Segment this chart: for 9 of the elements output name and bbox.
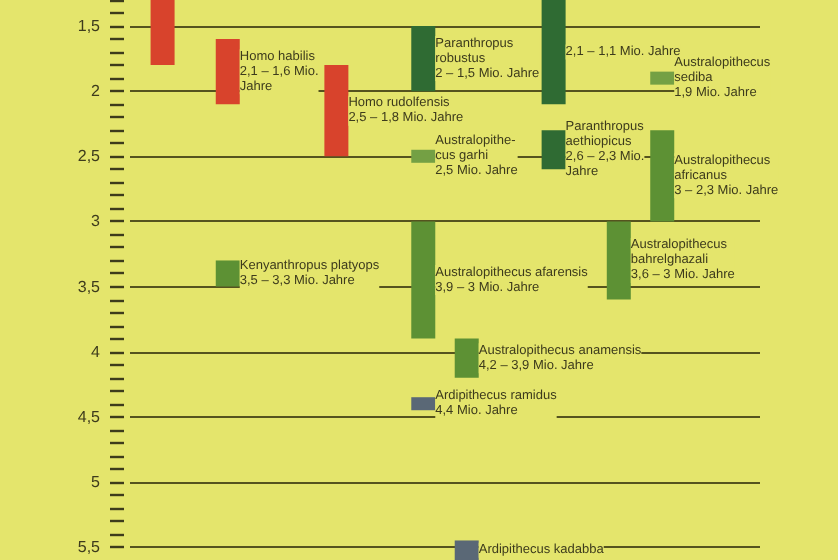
- y-tick-label: 5,5: [77, 537, 102, 556]
- y-tick-label: 3: [91, 212, 102, 231]
- y-tick-label: 5: [91, 472, 102, 491]
- y-tick-label: 4: [91, 342, 102, 361]
- y-tick-label: 2,5: [77, 147, 102, 166]
- y-tick-label: 3,5: [77, 277, 102, 296]
- y-tick-label: 1,5: [77, 17, 102, 36]
- y-tick-label: 2: [91, 82, 102, 101]
- y-tick-label: 4,5: [77, 407, 102, 426]
